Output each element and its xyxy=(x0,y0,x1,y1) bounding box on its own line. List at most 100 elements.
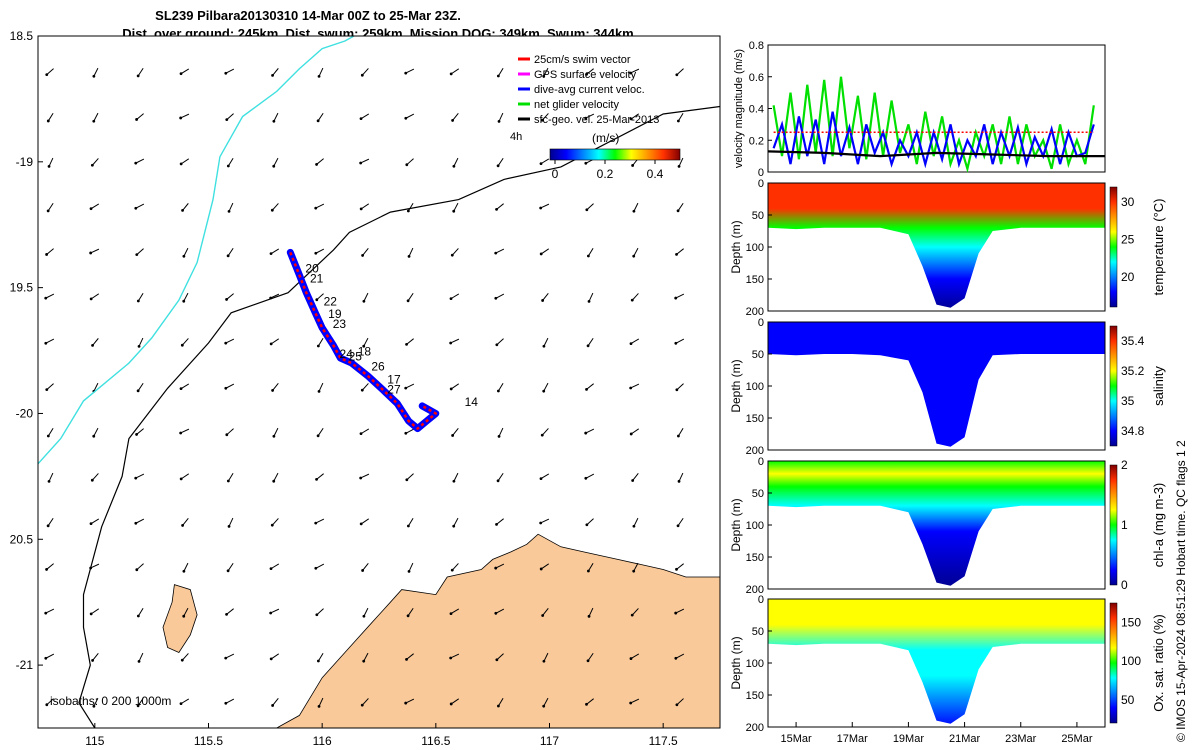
geo-vector xyxy=(407,292,414,302)
geo-vector xyxy=(181,653,189,661)
geo-vector-head xyxy=(450,253,454,257)
legend-label: dive-avg current veloc. xyxy=(534,84,645,96)
geo-vector xyxy=(228,517,234,527)
geo-vector-head xyxy=(539,567,543,571)
geo-vector-head xyxy=(271,74,274,77)
geo-vector xyxy=(226,293,234,300)
geo-vector-head xyxy=(630,298,634,302)
geo-vector-head xyxy=(135,568,139,572)
geo-vector-head xyxy=(496,389,500,393)
geo-vector-head xyxy=(179,116,183,120)
geo-vector xyxy=(497,697,504,707)
geo-vector xyxy=(676,698,684,706)
geo-vector xyxy=(633,517,639,527)
geo-vector-head xyxy=(540,118,544,122)
geo-vector xyxy=(180,473,190,480)
section-y-tick-label: 0 xyxy=(758,456,764,468)
geo-vector xyxy=(180,698,190,705)
section-panel-chla: 0 50 100 150 200 Depth (m) 0 1 2 chl-a (mg m-3) xyxy=(729,456,1166,596)
map-y-ticks: 18.5 -19 19.5 -20 20.5 -21 xyxy=(10,29,43,672)
geo-vector-head xyxy=(45,388,49,392)
section-y-tick-label: 150 xyxy=(746,413,764,425)
map-y-tick-label: -19 xyxy=(16,155,34,169)
geo-vector xyxy=(46,698,54,706)
track-label: 23 xyxy=(333,317,347,331)
geo-vector-head xyxy=(134,161,138,165)
geo-vector xyxy=(46,383,54,391)
geo-vector xyxy=(495,293,505,299)
geo-vector xyxy=(360,518,370,525)
geo-vector-head xyxy=(92,434,96,438)
geo-vector xyxy=(361,383,369,391)
geo-vector-head xyxy=(587,299,591,303)
geo-vector-head xyxy=(674,341,678,345)
section-panel-temperature: 0 50 100 150 200 Depth (m) 20 25 30 temperature (… xyxy=(729,178,1166,318)
geo-vector-head xyxy=(89,251,93,255)
geo-vector-head xyxy=(180,658,184,662)
map-x-tick-label: 115 xyxy=(85,734,104,748)
geo-vector-head xyxy=(134,476,138,480)
geo-vector-head xyxy=(449,702,453,706)
geo-vector-head xyxy=(317,74,321,78)
geo-vector xyxy=(543,382,549,392)
geo-vector xyxy=(48,157,54,167)
geo-vector-head xyxy=(270,523,274,527)
geo-vector xyxy=(93,427,99,437)
geo-vector-head xyxy=(542,704,546,708)
map-x-tick-label: 116.5 xyxy=(421,734,450,748)
geo-vector xyxy=(495,563,505,569)
geo-vector xyxy=(587,247,594,257)
geostrophic-vector-field xyxy=(44,67,685,708)
track-label: 26 xyxy=(371,360,385,374)
section-colorbar-label: chl-a (mg m-3) xyxy=(1151,483,1166,568)
track-label: 21 xyxy=(310,272,324,286)
geo-vector-head xyxy=(449,341,453,345)
geo-vector xyxy=(93,697,99,707)
geo-vector xyxy=(497,472,504,482)
time-tick-label: 21Mar xyxy=(949,733,981,745)
section-colorbar-tick-label: 0 xyxy=(1121,578,1128,592)
section-field xyxy=(768,322,1105,447)
track-label: 14 xyxy=(465,395,479,409)
geo-vector xyxy=(677,112,684,122)
geo-vector-head xyxy=(677,164,681,168)
geo-vector-head xyxy=(405,478,409,482)
geo-vector-head xyxy=(539,206,543,210)
map-y-tick-label: 20.5 xyxy=(10,532,34,546)
geo-vector xyxy=(497,382,504,392)
geo-vector-head xyxy=(676,119,680,123)
geo-vector-head xyxy=(90,478,94,482)
geo-vector-head xyxy=(631,479,635,482)
geo-vector-head xyxy=(136,704,140,708)
geo-vector xyxy=(271,203,279,211)
geo-vector xyxy=(496,653,504,661)
geo-vector xyxy=(677,202,684,212)
geo-vector xyxy=(317,652,324,662)
geo-vector xyxy=(46,68,54,76)
geo-vector-head xyxy=(407,254,411,258)
geo-vector-head xyxy=(136,614,140,618)
geo-vector-head xyxy=(135,253,139,257)
geo-vector xyxy=(316,293,324,301)
section-field xyxy=(768,183,1105,308)
geo-vector-head xyxy=(361,254,364,257)
geo-vector xyxy=(317,337,324,347)
geo-vector-head xyxy=(629,657,633,660)
geo-vector xyxy=(270,563,280,570)
geo-vector-head xyxy=(451,434,455,437)
track-label: 18 xyxy=(358,345,372,359)
section-y-label: Depth (m) xyxy=(729,498,743,551)
geo-vector xyxy=(226,428,234,436)
geo-vector xyxy=(316,158,324,165)
geo-vector-head xyxy=(92,119,96,123)
geo-vector xyxy=(496,518,504,525)
geo-vector xyxy=(93,67,99,77)
geo-vector xyxy=(451,563,459,571)
section-colorbar-tick-label: 150 xyxy=(1121,615,1141,629)
section-field xyxy=(768,599,1105,724)
legend-label: 25cm/s swim vector xyxy=(534,54,631,66)
geo-vector-head xyxy=(586,254,590,258)
geo-vector-head xyxy=(89,612,93,616)
geo-vector xyxy=(542,608,549,616)
